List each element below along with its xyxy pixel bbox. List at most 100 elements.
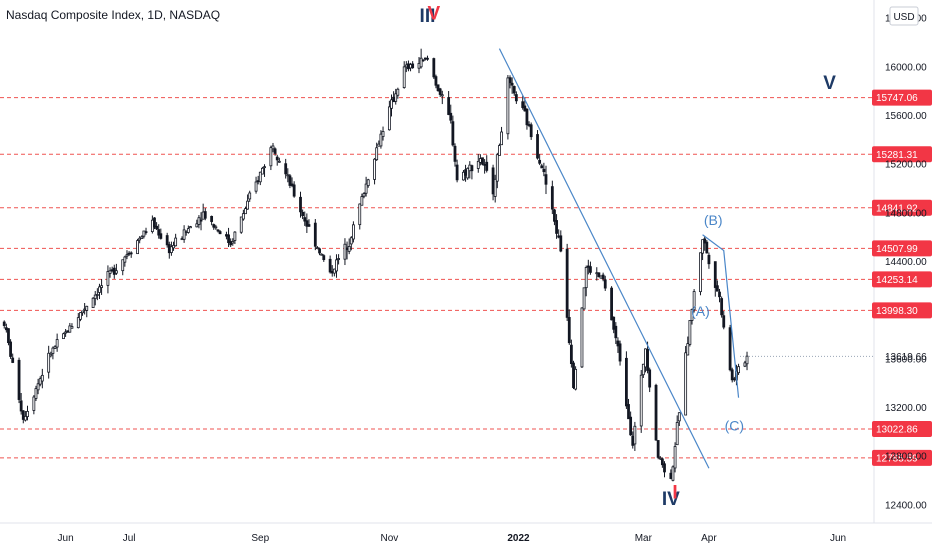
candle-body [358,203,362,226]
candle-body [737,366,740,374]
candle-body [440,94,444,97]
candle-body [322,255,326,261]
candle-body [4,327,8,331]
candles [2,48,749,482]
y-tick-label: 14800.00 [885,208,927,219]
drawings [498,48,740,469]
candle-body [447,97,451,115]
candle-body [316,247,319,250]
candle-body [455,164,459,181]
x-tick-label: Jun [58,533,74,544]
candle-body [409,64,412,69]
candle-body [186,228,190,233]
candle-body [387,106,391,131]
candle-body [108,270,112,274]
candle-body [123,256,127,263]
candle-body [493,178,497,197]
candle-body [335,259,338,272]
candle-body [273,148,277,154]
candle-body [629,416,633,436]
candle-body [32,396,36,411]
wave-label: (B) [704,212,723,228]
candle-body [483,163,487,166]
currency-badge[interactable] [889,6,919,26]
candle-body [673,446,677,469]
candle-body [453,145,457,162]
candle-body [572,362,575,388]
y-tick-label: 15600.00 [885,111,927,122]
candle-body [38,378,42,385]
candle-body [663,463,666,473]
candle-body [569,344,573,364]
wave-label: III [420,6,436,27]
x-axis[interactable]: Jun Jul Sep Nov 2022 Mar Apr Jun [58,533,847,544]
candle-body [603,279,607,289]
candle-body [277,160,281,163]
candle-body [715,285,719,292]
candle-body [627,404,630,420]
candle-body [476,160,480,169]
candle-body [495,154,499,182]
candle-body [366,179,370,187]
candle-body [589,266,592,273]
candle-body [684,352,688,416]
candle-body [349,237,353,245]
candle-body [421,59,425,62]
candle-body [567,317,571,344]
candle-body [218,231,222,235]
candle-body [136,240,139,255]
candle-body [677,412,681,422]
candle-body [330,270,334,274]
candle-body [62,333,65,340]
candle-body [377,143,381,147]
candle-body [167,244,171,254]
candle-body [275,156,279,161]
candle-body [125,254,129,257]
level-badge [872,89,932,106]
candle-body [362,193,366,197]
candle-body [199,219,203,222]
candle-body [7,328,10,344]
candle-body [244,208,247,215]
candle-body [157,229,161,236]
wave-label: IV [662,489,680,510]
level-badge [872,199,932,216]
candle-body [614,325,618,339]
candle-body [305,220,309,227]
candle-body [436,84,440,92]
currency-label: USD [893,12,914,23]
x-tick-label: Sep [251,533,269,544]
candle-body [345,247,349,250]
candle-body [432,58,436,78]
candle-body [644,348,647,368]
candle-body [114,270,118,274]
level-label: 14253.14 [876,275,918,286]
candle-body [582,287,586,310]
candle-body [669,472,673,479]
level-label: 13022.86 [876,424,918,435]
candle-body [555,220,558,234]
candle-body [478,158,482,163]
candle-body [394,93,398,102]
candle-body [328,258,332,273]
candle-body [91,297,95,309]
candle-body [79,312,82,320]
candle-body [246,200,249,210]
candle-body [675,422,679,446]
x-tick-label: Apr [701,533,717,544]
candle-body [227,234,230,244]
candle-body [646,349,649,371]
candle-body [597,272,601,277]
candle-body [352,224,355,240]
trendline [498,48,710,469]
candle-body [536,134,539,159]
candle-body [98,286,101,293]
level-label: 13998.30 [876,306,918,317]
candle-body [81,310,84,314]
chart-title: Nasdaq Composite Index, 1D, NASDAQ [6,8,220,22]
candle-body [538,159,542,164]
candle-body [261,167,264,175]
x-tick-label: Nov [380,533,398,544]
axis-frame [0,0,932,524]
candle-body [553,209,556,222]
